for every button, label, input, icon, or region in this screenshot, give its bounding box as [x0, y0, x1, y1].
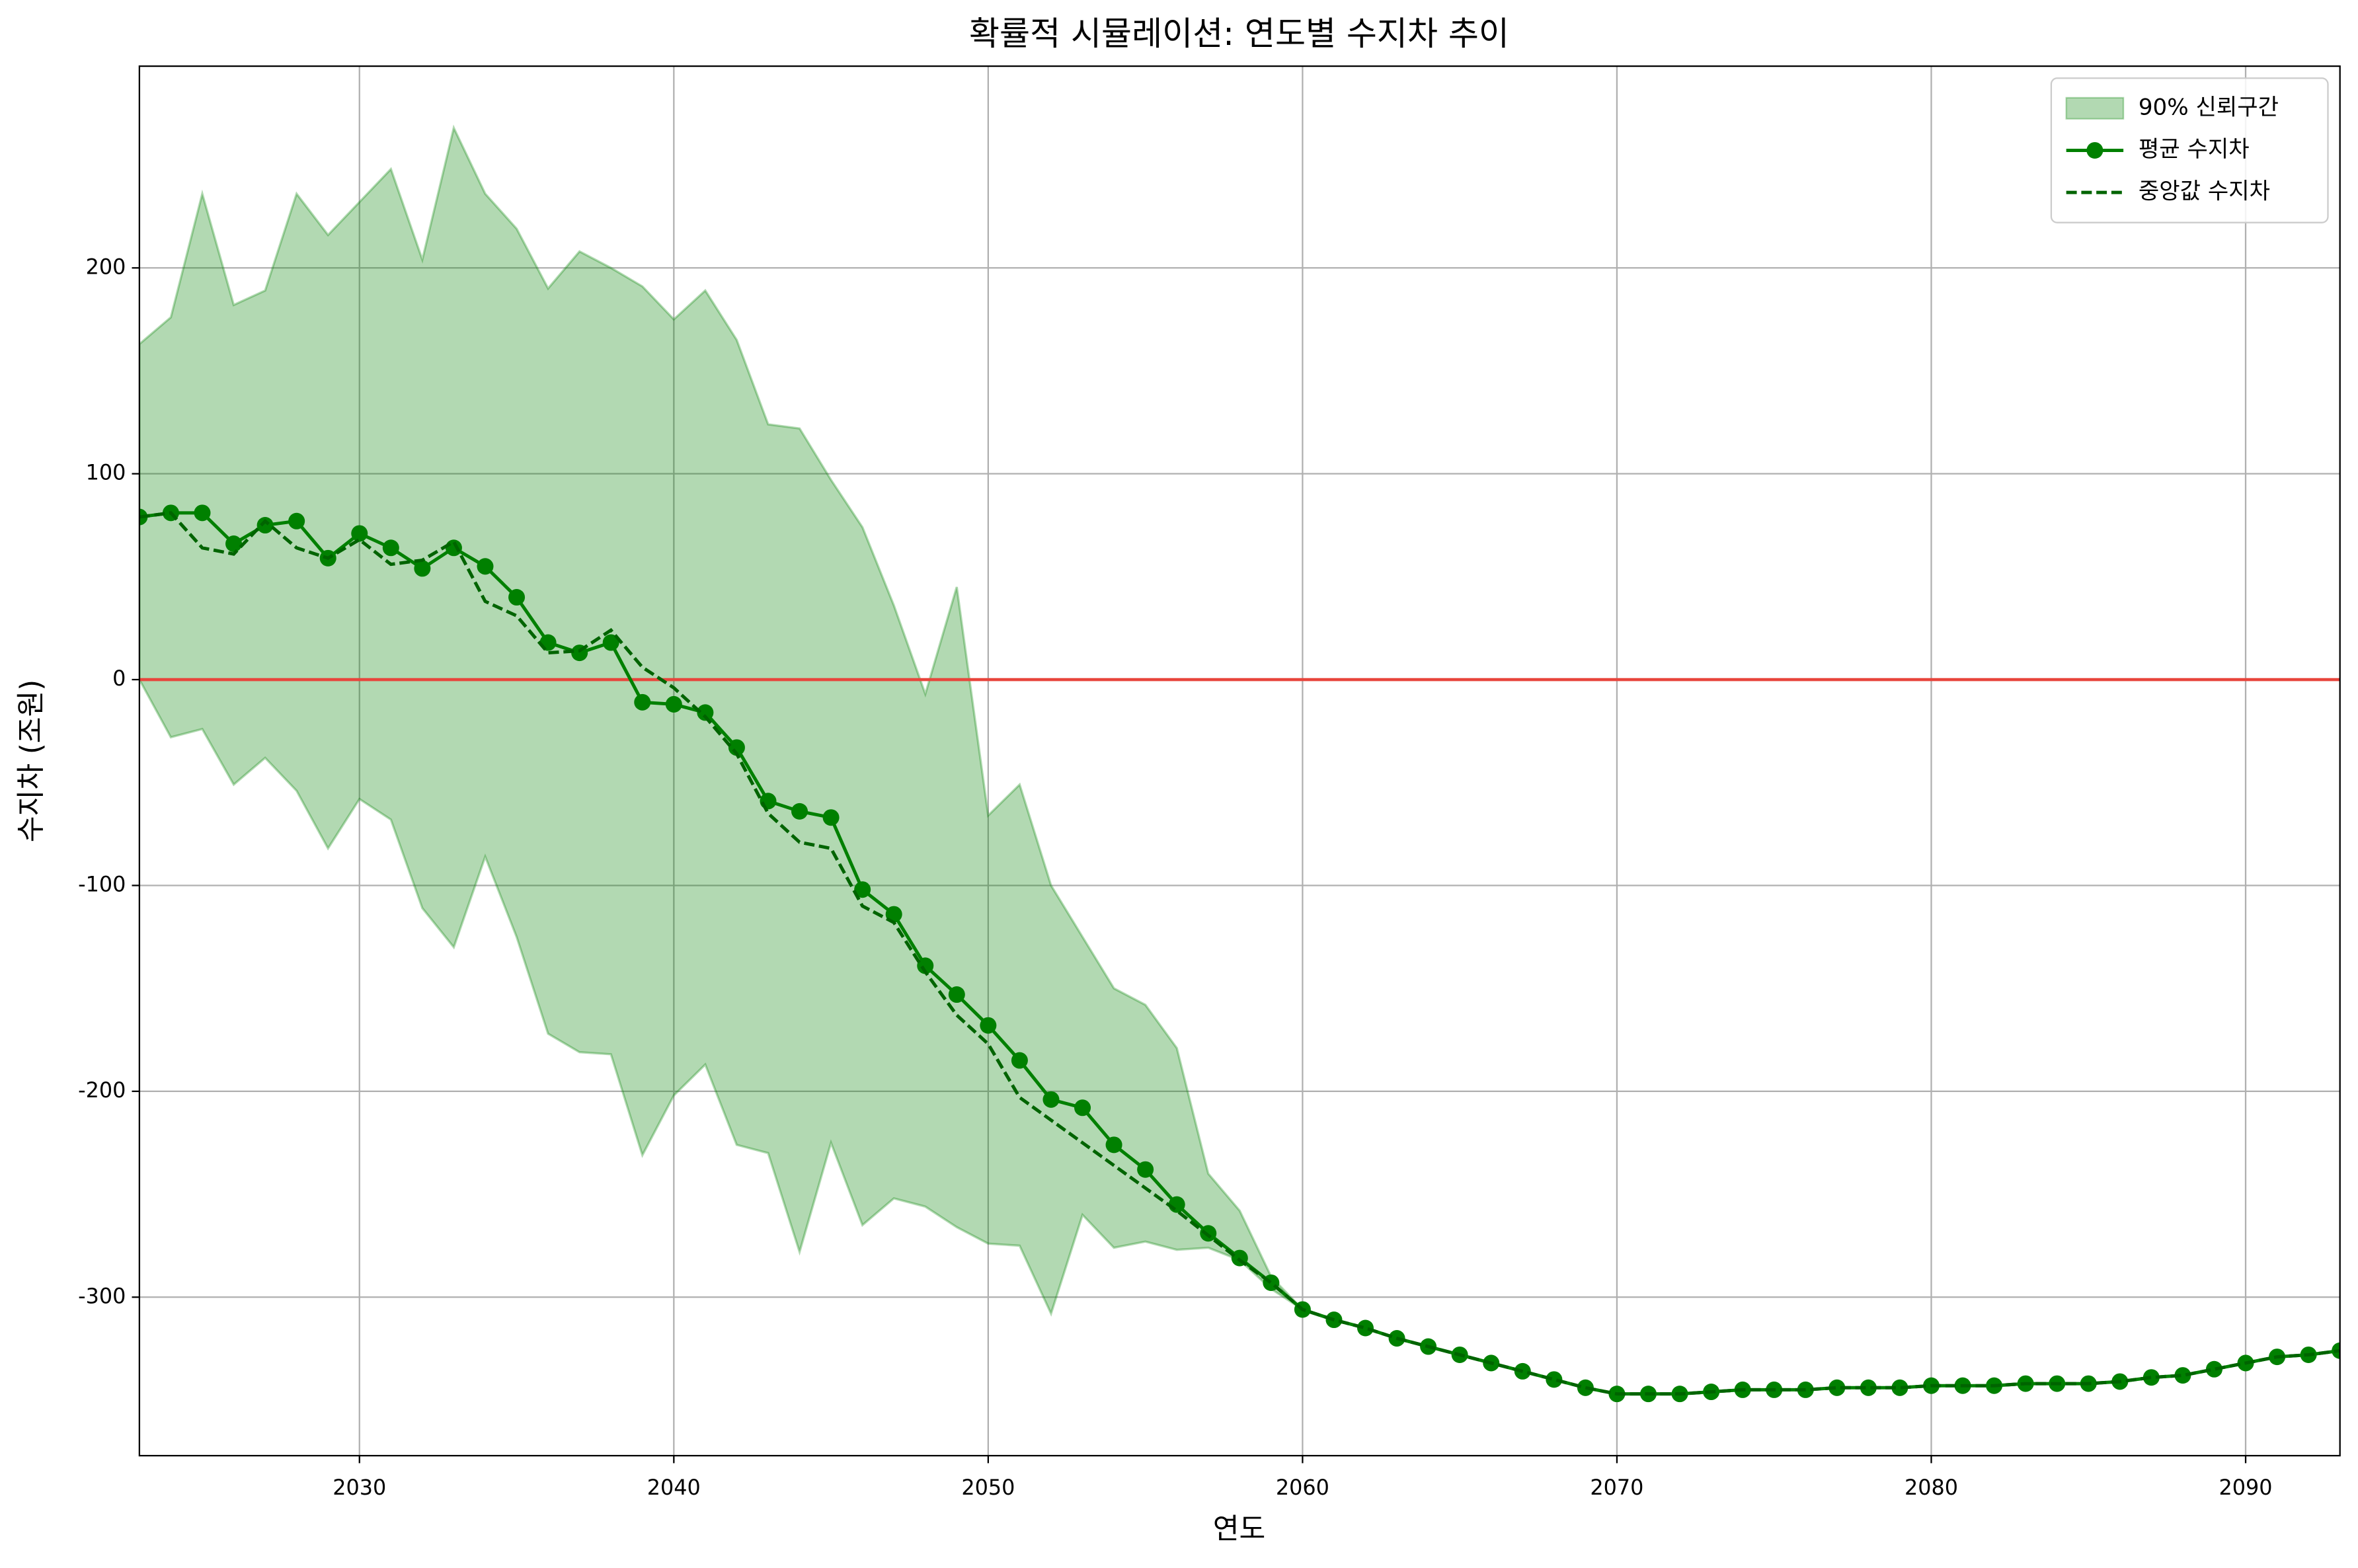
- data-point: [760, 793, 777, 810]
- data-point: [697, 704, 714, 721]
- y-tick-label: -200: [78, 1078, 126, 1103]
- data-point: [225, 535, 243, 553]
- chart-title: 확률적 시뮬레이션: 연도별 수지차 추이: [969, 15, 1509, 53]
- data-point: [1356, 1319, 1374, 1337]
- data-point: [822, 809, 840, 826]
- data-point: [1891, 1379, 1908, 1396]
- data-point: [885, 906, 902, 923]
- data-point: [2205, 1360, 2222, 1378]
- data-point: [1137, 1161, 1154, 1178]
- data-point: [665, 695, 682, 713]
- legend-label: 90% 신뢰구간: [2139, 94, 2279, 120]
- y-tick-label: 200: [86, 254, 126, 279]
- data-point: [1042, 1091, 1060, 1108]
- plot-area: [139, 124, 2340, 1403]
- y-tick-label: -100: [78, 871, 126, 896]
- x-axis-label: 연도: [1213, 1512, 1266, 1546]
- data-point: [2142, 1369, 2160, 1386]
- data-point: [2174, 1367, 2191, 1384]
- data-point: [602, 634, 619, 651]
- data-point: [1074, 1099, 1091, 1117]
- data-point: [256, 517, 274, 534]
- y-axis-label: 수지차 (조원): [15, 680, 48, 842]
- x-tick-label: 2090: [2219, 1475, 2273, 1500]
- x-tick-label: 2080: [1905, 1475, 1958, 1500]
- x-tick-label: 2040: [647, 1475, 701, 1500]
- data-point: [194, 504, 211, 522]
- legend-label: 평균 수지차: [2139, 136, 2250, 163]
- data-point: [1011, 1052, 1028, 1069]
- x-tick-label: 2030: [333, 1475, 386, 1500]
- data-point: [414, 560, 431, 577]
- data-point: [980, 1017, 997, 1034]
- data-point: [917, 957, 934, 974]
- data-point: [854, 881, 871, 898]
- legend-marker: [2086, 141, 2103, 159]
- data-point: [791, 803, 808, 820]
- legend-swatch: [2065, 97, 2125, 120]
- data-point: [351, 525, 368, 542]
- data-point: [382, 539, 399, 557]
- data-point: [477, 558, 494, 575]
- y-tick-label: -300: [78, 1283, 126, 1308]
- data-point: [948, 986, 965, 1003]
- y-tick-label: 0: [112, 666, 126, 691]
- legend-label: 중앙값 수지차: [2139, 178, 2270, 205]
- data-point: [1105, 1136, 1122, 1154]
- x-tick-label: 2060: [1276, 1475, 1329, 1500]
- y-tick-label: 100: [86, 460, 126, 485]
- data-point: [634, 693, 651, 711]
- x-tick-label: 2070: [1590, 1475, 1643, 1500]
- plot-frame: [138, 65, 2341, 1457]
- data-point: [445, 539, 462, 557]
- median-line: [139, 511, 2340, 1396]
- data-point: [508, 589, 526, 606]
- data-point: [728, 739, 745, 756]
- data-point: [1828, 1379, 1846, 1396]
- data-point: [1546, 1371, 1563, 1388]
- x-tick-label: 2050: [961, 1475, 1015, 1500]
- legend-box: [2050, 77, 2329, 223]
- data-point: [288, 512, 305, 529]
- data-point: [1860, 1379, 1877, 1396]
